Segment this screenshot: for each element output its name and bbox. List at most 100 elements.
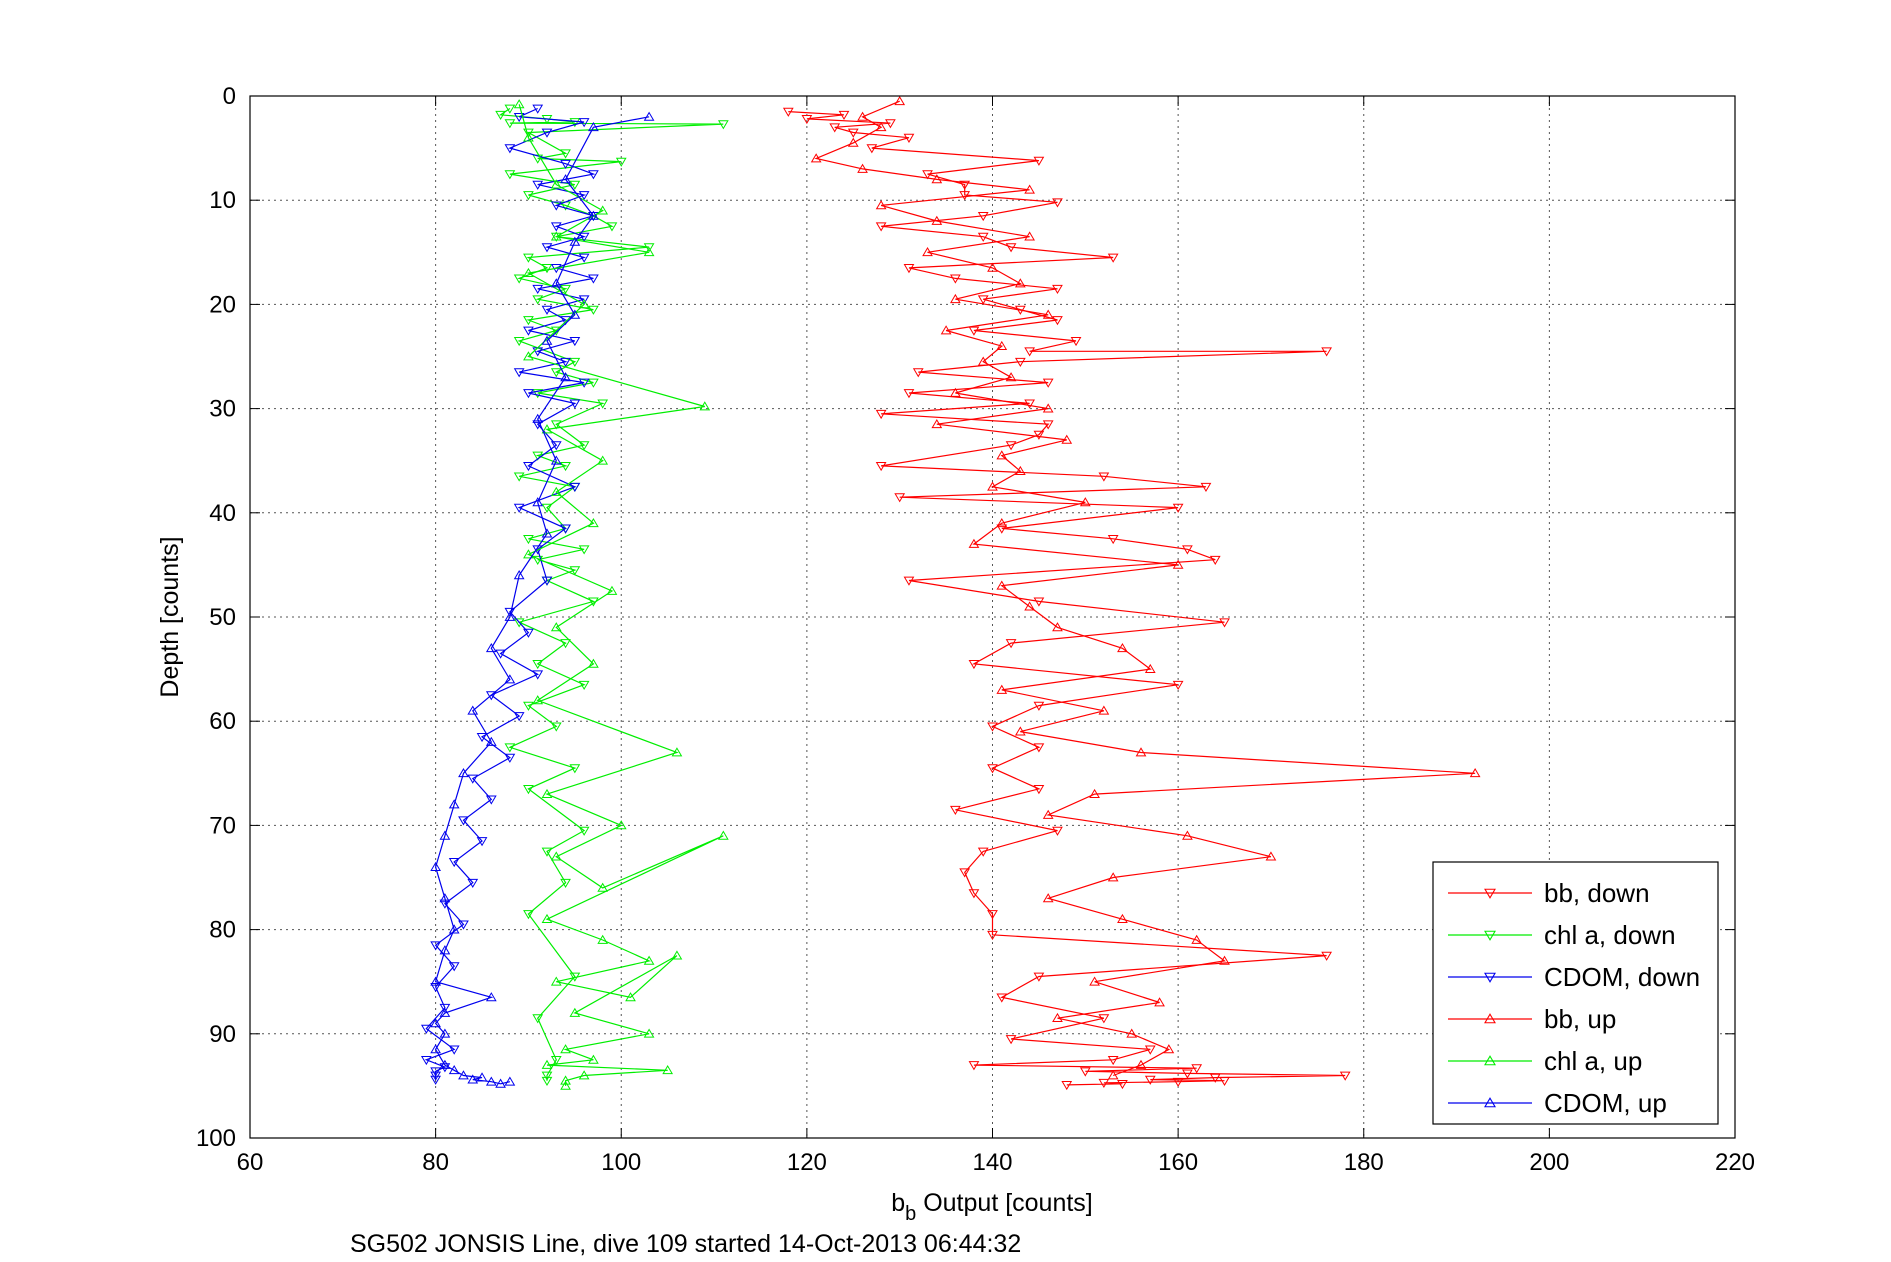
data-point-marker (1209, 1073, 1221, 1083)
legend-label: chl a, down (1544, 920, 1676, 950)
data-point-marker (569, 336, 581, 347)
data-point-marker (1126, 1028, 1138, 1038)
data-point-marker (532, 389, 544, 399)
data-point-marker (569, 357, 581, 367)
legend-entry: bb, up (1448, 1004, 1616, 1034)
data-point-marker (1144, 1075, 1156, 1085)
series-chl-a-down (495, 104, 729, 1086)
data-point-marker (504, 104, 516, 114)
x-tick-label: 180 (1344, 1149, 1384, 1176)
data-point-marker (903, 264, 915, 274)
y-tick-label: 70 (209, 812, 236, 839)
data-point-marker (523, 549, 534, 559)
data-point-marker (569, 309, 581, 319)
data-point-marker (977, 232, 989, 242)
data-point-marker (569, 764, 581, 774)
legend-label: chl a, up (1544, 1046, 1642, 1076)
series-layer (420, 96, 1481, 1091)
data-point-marker (1172, 559, 1184, 569)
data-point-marker (1061, 1080, 1073, 1091)
data-point-marker (1042, 309, 1054, 319)
data-point-marker (560, 878, 571, 888)
x-axis-title-subscript: b (905, 1203, 916, 1225)
y-tick-label: 60 (209, 708, 236, 735)
data-point-marker (875, 121, 887, 132)
data-point-marker (448, 1065, 460, 1075)
legend-swatch-marker (1484, 1055, 1496, 1066)
legend-entry: CDOM, down (1448, 962, 1700, 992)
data-point-marker (485, 1076, 497, 1086)
data-point-marker (523, 462, 534, 472)
data-point-marker (430, 861, 441, 871)
data-point-marker (560, 1080, 571, 1090)
data-point-marker (439, 1059, 451, 1069)
legend-entry: chl a, down (1448, 920, 1676, 950)
data-point-marker (513, 618, 525, 628)
data-point-marker (838, 110, 850, 121)
data-point-marker (1042, 378, 1054, 388)
data-point-marker (1144, 1045, 1156, 1055)
data-point-marker (541, 335, 553, 345)
data-point-marker (1061, 434, 1073, 444)
x-tick-label: 60 (237, 1149, 264, 1176)
data-point-marker (1033, 156, 1045, 166)
data-point-marker (578, 232, 590, 242)
data-point-marker (504, 753, 516, 763)
data-point-marker (485, 736, 497, 746)
data-point-marker (569, 1007, 581, 1017)
series-cdom-up (430, 111, 655, 1088)
data-point-marker (1107, 1055, 1119, 1066)
data-point-marker (532, 413, 544, 423)
data-point-marker (1154, 997, 1165, 1007)
data-point-marker (1014, 726, 1026, 736)
data-point-marker (1191, 1064, 1203, 1074)
data-point-marker (1107, 534, 1119, 545)
data-point-marker (430, 1075, 441, 1085)
data-point-marker (458, 816, 469, 826)
data-point-marker (894, 96, 906, 106)
data-point-marker (550, 201, 562, 211)
data-point-marker (430, 1044, 441, 1054)
data-point-marker (1005, 639, 1017, 649)
data-point-marker (1005, 372, 1017, 382)
data-point-marker (513, 472, 525, 482)
legend-swatch-marker (1484, 1013, 1496, 1024)
data-point-marker (541, 1076, 553, 1086)
legend-swatch-marker (1484, 930, 1496, 941)
series-line (814, 100, 1476, 1077)
data-point-marker (1098, 1078, 1110, 1089)
data-point-marker (476, 1072, 488, 1082)
data-point-marker (560, 1044, 571, 1054)
y-tick-label: 0 (223, 83, 236, 110)
legend-box (1432, 861, 1719, 1125)
data-point-marker (950, 805, 961, 816)
data-point-marker (1163, 1044, 1175, 1054)
legend-entry: chl a, up (1448, 1046, 1642, 1076)
x-tick-label: 140 (972, 1149, 1012, 1176)
data-point-marker (532, 154, 544, 164)
data-point-marker (448, 962, 460, 972)
data-point-marker (550, 455, 562, 465)
data-point-marker (662, 1065, 674, 1075)
legend-label: bb, up (1544, 1004, 1616, 1034)
x-tick-label: 220 (1715, 1149, 1755, 1176)
data-point-marker (523, 132, 534, 142)
data-point-marker (550, 441, 562, 451)
data-point-marker (606, 585, 618, 595)
data-point-marker (513, 368, 525, 378)
data-point-marker (532, 284, 544, 295)
data-point-marker (1469, 768, 1481, 778)
data-point-marker (875, 222, 887, 232)
data-point-marker (1052, 316, 1063, 326)
data-point-marker (671, 747, 683, 757)
data-point-marker (513, 712, 525, 722)
data-point-marker (1024, 347, 1036, 357)
data-point-marker (847, 128, 859, 138)
data-point-marker (504, 611, 516, 621)
data-point-marker (1172, 1077, 1184, 1087)
series-bb-up (810, 96, 1481, 1080)
data-point-marker (903, 576, 915, 586)
data-point-marker (541, 913, 553, 924)
data-point-marker (922, 247, 933, 257)
data-point-marker (448, 924, 460, 934)
